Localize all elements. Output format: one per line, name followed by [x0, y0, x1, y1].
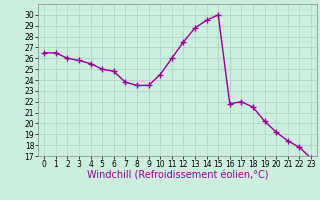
X-axis label: Windchill (Refroidissement éolien,°C): Windchill (Refroidissement éolien,°C) [87, 171, 268, 181]
